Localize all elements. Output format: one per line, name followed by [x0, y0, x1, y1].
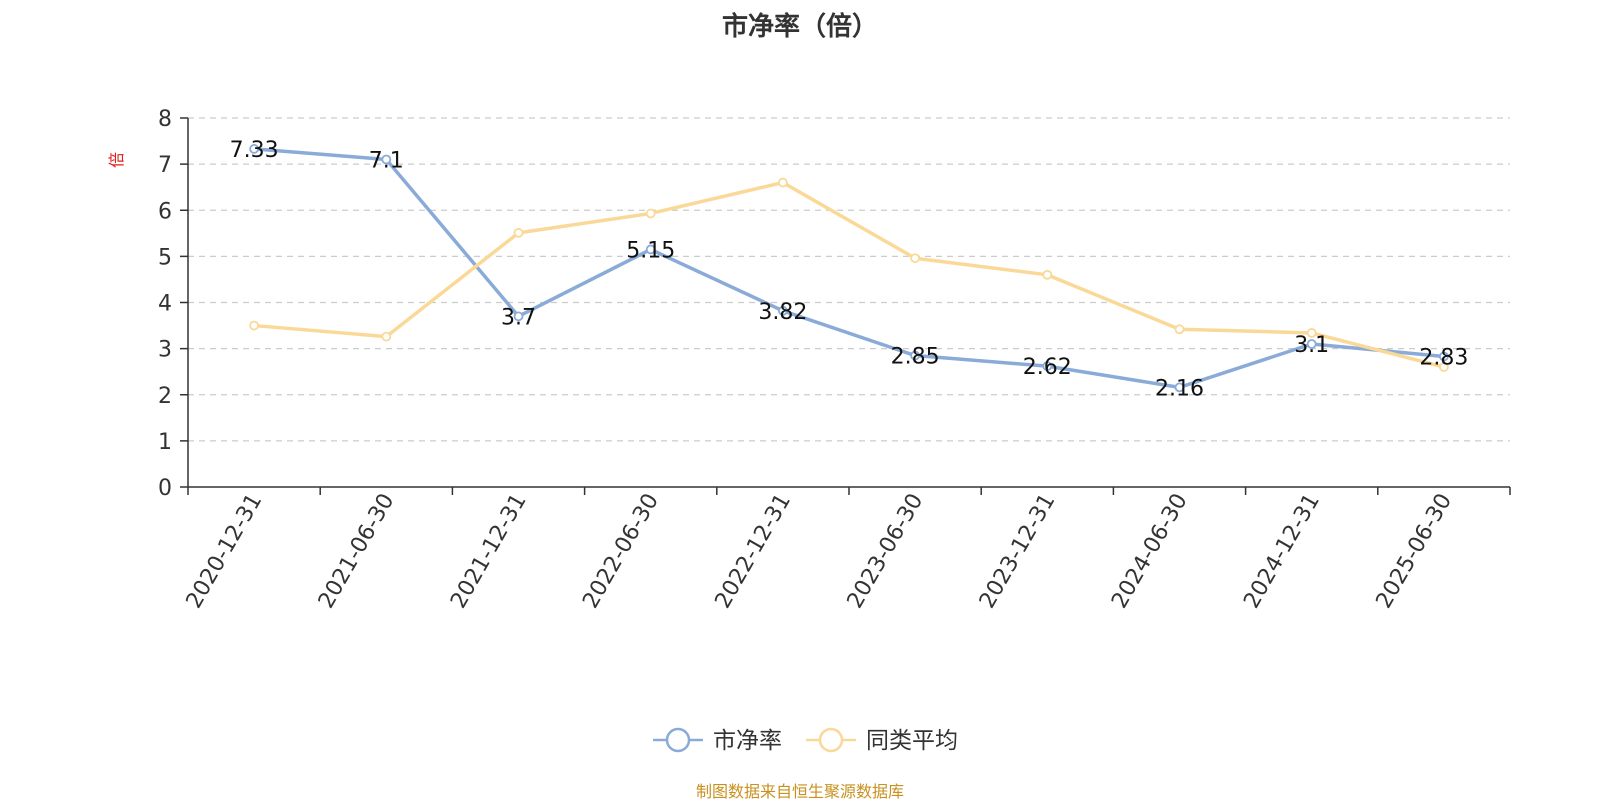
- data-point: [1439, 362, 1449, 372]
- data-label-layer: 7.33 7.1 3.7 5.15 3.82 2.85 2.62 2.16 3.1 2.83: [230, 138, 1469, 401]
- data-label: 3.1: [1294, 333, 1329, 358]
- data-point: [513, 311, 524, 322]
- chart-title: 市净率（倍）: [721, 12, 878, 42]
- data-label: 2.16: [1155, 376, 1204, 401]
- data-point: [645, 208, 656, 219]
- data-point: [1439, 351, 1449, 362]
- y-axis-unit-label: 倍: [107, 152, 126, 168]
- data-label: 2.85: [891, 345, 940, 370]
- x-tick-label: 2022-06-30: [578, 490, 664, 613]
- series-layer: [249, 144, 1449, 393]
- source-note: 制图数据来自恒生聚源数据库: [695, 782, 904, 801]
- legend-item-avg[interactable]: 同类平均: [806, 727, 958, 754]
- y-tick-label: 1: [158, 430, 172, 455]
- data-point: [645, 244, 656, 255]
- series-line-pb: [252, 147, 1446, 390]
- legend-label: 市净率: [713, 728, 782, 754]
- x-tick-label: 2025-06-30: [1372, 490, 1458, 613]
- x-tick-label: 2024-12-31: [1239, 490, 1325, 613]
- data-label: 5.15: [626, 238, 675, 263]
- data-point: [513, 227, 524, 238]
- y-tick-label: 2: [158, 384, 172, 409]
- x-tick-label: 2021-12-31: [446, 490, 532, 613]
- y-tick-label: 7: [158, 153, 172, 178]
- grid-layer: [188, 117, 1510, 442]
- y-tick-label: 8: [158, 107, 172, 132]
- x-tick-label: 2024-06-30: [1107, 490, 1193, 613]
- data-point: [778, 305, 788, 316]
- x-tick-label: 2020-12-31: [182, 490, 268, 613]
- data-label: 3.82: [758, 300, 807, 325]
- y-tick-label: 3: [158, 338, 172, 363]
- data-point: [778, 177, 788, 188]
- x-tick-label: 2023-06-30: [843, 490, 929, 613]
- data-point: [1306, 328, 1317, 338]
- data-point: [1042, 269, 1053, 280]
- data-point: [910, 253, 920, 264]
- data-label: 2.83: [1419, 345, 1468, 370]
- y-tick-label: 5: [158, 245, 172, 270]
- data-label: 2.62: [1023, 355, 1072, 380]
- data-point: [1306, 339, 1317, 349]
- x-tick-label: 2021-06-30: [314, 490, 400, 613]
- series-line-avg: [252, 180, 1446, 369]
- y-tick-label: 4: [158, 292, 172, 317]
- data-point: [1042, 361, 1053, 372]
- legend-marker: [665, 727, 691, 753]
- x-tick-label: 2023-12-31: [975, 490, 1061, 613]
- y-tick-label: 6: [158, 199, 172, 224]
- data-point: [381, 331, 392, 342]
- legend-marker: [818, 727, 844, 753]
- data-label: 7.33: [230, 138, 279, 163]
- data-point: [1174, 382, 1185, 393]
- axis-layer: 0 1 2 3 4 5 6 7 8 倍 2020-12-31 2021-06-30 2021-12-31…: [107, 107, 1511, 613]
- data-point: [381, 154, 392, 165]
- y-tick-label: 0: [158, 476, 172, 501]
- legend-label: 同类平均: [866, 728, 958, 754]
- x-tick-label: 2022-12-31: [711, 490, 797, 613]
- data-point: [1174, 324, 1185, 335]
- data-point: [249, 144, 260, 154]
- data-label: 3.7: [501, 305, 536, 330]
- data-label: 7.1: [369, 149, 404, 174]
- legend: 市净率 同类平均: [653, 727, 958, 754]
- data-point: [249, 320, 260, 331]
- legend-item-pb[interactable]: 市净率: [653, 727, 782, 754]
- data-point: [910, 350, 920, 361]
